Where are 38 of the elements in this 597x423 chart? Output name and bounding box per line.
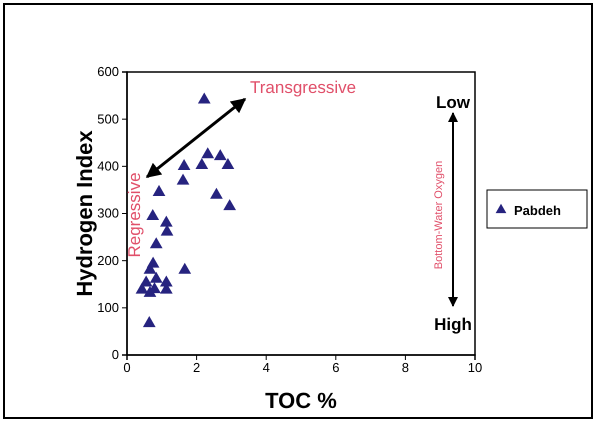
point xyxy=(160,216,173,227)
x-tick-label: 0 xyxy=(123,360,131,376)
y-tick-label: 500 xyxy=(97,111,119,126)
y-axis-title: Hydrogen Index xyxy=(72,130,97,297)
annotation: Regressive xyxy=(125,172,144,258)
point xyxy=(195,158,208,170)
x-tick-label: 4 xyxy=(262,360,270,376)
point xyxy=(222,158,234,170)
annotation: High xyxy=(434,315,472,334)
y-tick-label: 100 xyxy=(97,300,119,315)
y-tick-label: 400 xyxy=(97,158,119,174)
x-tick-label: 10 xyxy=(468,360,482,376)
point xyxy=(176,174,190,185)
point xyxy=(150,237,163,248)
point xyxy=(136,282,148,294)
point xyxy=(150,272,163,283)
point xyxy=(178,262,192,274)
point xyxy=(142,316,156,328)
y-tick-label: 200 xyxy=(97,252,119,268)
x-tick-label: 6 xyxy=(332,360,340,376)
x-axis-title: TOC % xyxy=(265,388,337,413)
legend-label: Pabdeh xyxy=(514,203,562,218)
annotation: Bottom-Water Oxygen xyxy=(433,160,445,270)
y-tick-label: 600 xyxy=(97,64,119,80)
point xyxy=(198,92,211,104)
point xyxy=(152,184,166,196)
x-tick-label: 8 xyxy=(402,360,410,376)
point xyxy=(223,199,236,210)
point xyxy=(146,208,160,220)
point xyxy=(201,147,214,158)
point xyxy=(178,158,190,170)
point xyxy=(210,188,223,199)
annotation: Transgressive xyxy=(250,78,356,97)
x-tick-label: 2 xyxy=(192,360,200,376)
y-tick-label: 0 xyxy=(112,347,119,362)
y-tick-label: 300 xyxy=(97,206,119,221)
point xyxy=(214,149,227,160)
annotation: Low xyxy=(436,93,471,112)
